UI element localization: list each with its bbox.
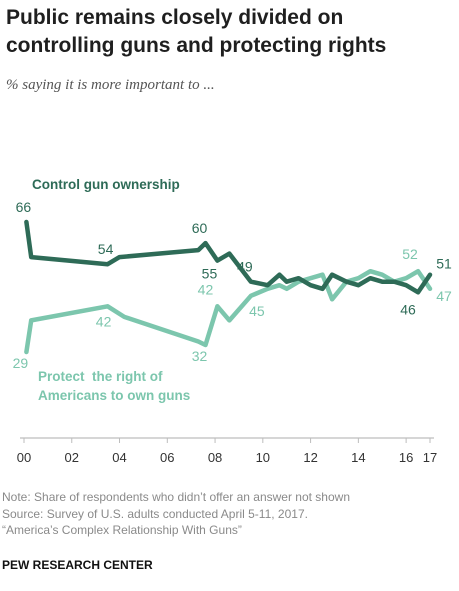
data-label: 32 [192,348,208,364]
x-tick-label: 06 [160,450,174,465]
data-label: 42 [198,281,214,297]
line-chart: 00 02 04 06 08 10 12 14 16 17 66 54 60 55 49 46 51 29 42 3… [13,177,452,465]
data-label: 47 [436,288,452,304]
data-label: 52 [402,246,418,262]
chart-subtitle: % saying it is more important to ... [6,77,215,93]
data-label: 46 [400,301,416,317]
series-label-protect-line1: Protect the right of [38,369,163,384]
x-tick-label: 04 [112,450,126,465]
brand-logo-text: PEW RESEARCH CENTER [2,558,153,572]
note-text: Note: Share of respondents who didn’t of… [2,490,350,504]
data-label: 42 [96,313,112,329]
chart-title: Public remains closely divided on contro… [6,6,387,57]
footnotes: Note: Share of respondents who didn’t of… [2,489,457,539]
x-tick-label: 16 [399,450,413,465]
x-tick-label: 02 [65,450,79,465]
series-line-protect [24,268,433,355]
report-title: “America’s Complex Relationship With Gun… [2,523,242,537]
data-label: 49 [237,259,253,275]
data-label: 60 [192,220,208,236]
data-label: 29 [13,355,29,371]
x-tick-label: 17 [423,450,437,465]
series-line-control [24,219,433,295]
data-label: 54 [98,241,114,257]
x-tick-label: 14 [351,450,365,465]
series-lines [24,219,433,355]
series-label-control: Control gun ownership [32,177,180,192]
x-axis: 00 02 04 06 08 10 12 14 16 17 [17,437,437,465]
x-tick-label: 12 [303,450,317,465]
data-labels: 66 54 60 55 49 46 51 29 42 32 42 45 52 47 [13,199,452,371]
x-tick-label: 10 [256,450,270,465]
data-label: 66 [16,199,32,215]
data-label: 51 [436,256,452,272]
data-label: 45 [249,303,265,319]
x-tick-label: 08 [208,450,222,465]
source-text: Source: Survey of U.S. adults conducted … [2,506,308,521]
data-label: 55 [202,266,218,282]
series-label-protect-line2: Americans to own guns [38,388,190,403]
x-tick-label: 00 [17,450,31,465]
